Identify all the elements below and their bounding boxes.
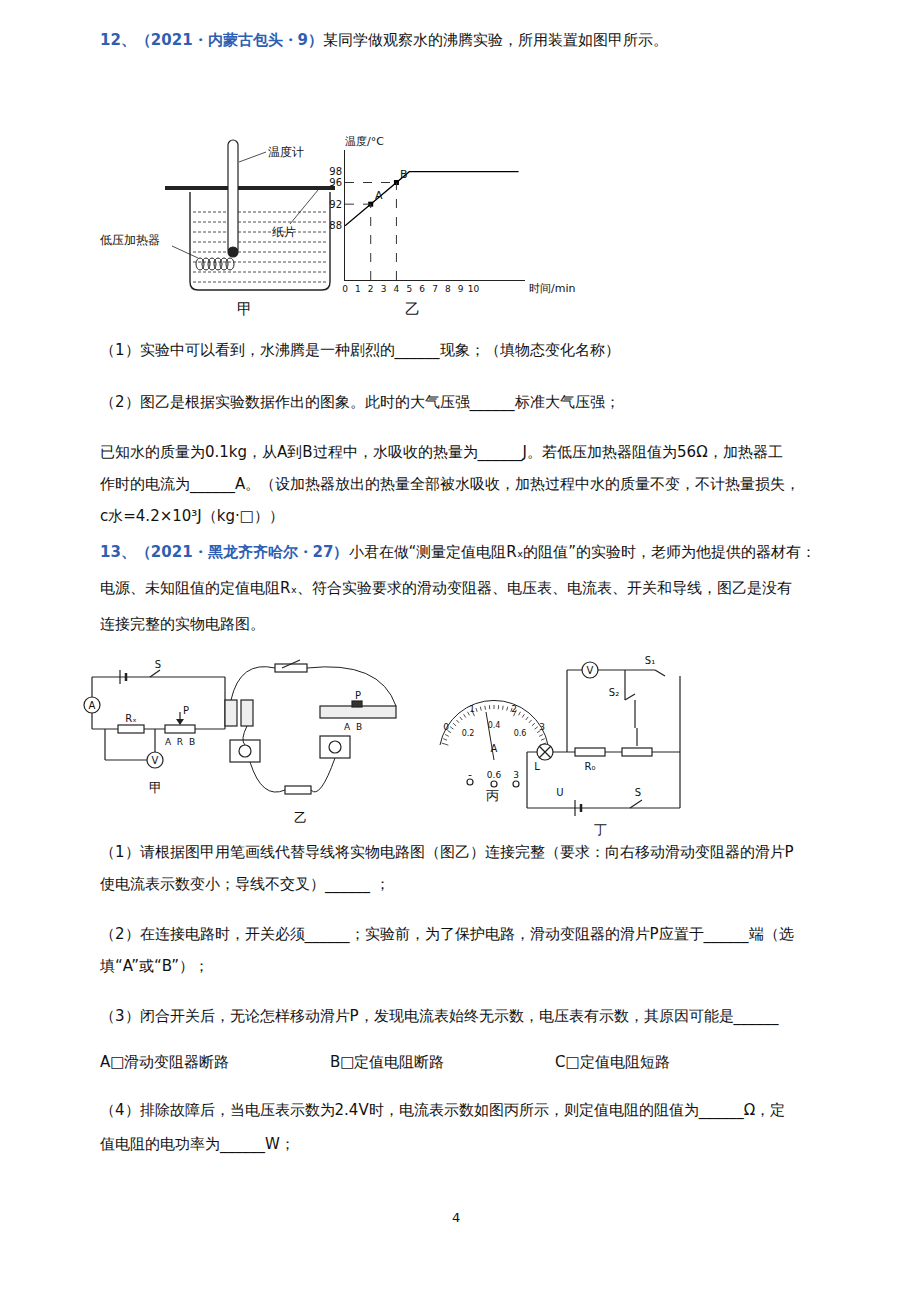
svg-text:P: P — [355, 690, 361, 701]
svg-text:0.6: 0.6 — [514, 729, 527, 738]
svg-text:6: 6 — [419, 284, 425, 294]
html-text:值电阻的电功率为______W；: 值电阻的电功率为______W； — [100, 1135, 295, 1153]
html-text:（2）图乙是根据实验数据作出的图象。此时的大气压强_____: （2）图乙是根据实验数据作出的图象。此时的大气压强______标准大气压强； — [100, 393, 620, 411]
svg-text:0.2: 0.2 — [462, 729, 475, 738]
svg-text:纸片: 纸片 — [272, 225, 296, 239]
svg-text:丁: 丁 — [594, 822, 607, 837]
html-text:B□定值电阻断路: B□定值电阻断路 — [330, 1053, 445, 1071]
svg-text:5: 5 — [406, 284, 412, 294]
html-text:连接完整的实物电路图。: 连接完整的实物电路图。 — [100, 615, 265, 633]
svg-text:B: B — [356, 722, 362, 732]
svg-text:9: 9 — [458, 284, 464, 294]
svg-text:甲: 甲 — [149, 780, 162, 795]
svg-text:U: U — [556, 787, 563, 798]
svg-text:S: S — [155, 659, 161, 670]
html-text:c水=4.2×10³J（kg·□））: c水=4.2×10³J（kg·□）） — [100, 507, 284, 525]
svg-text:甲: 甲 — [237, 300, 252, 318]
svg-text:92: 92 — [329, 199, 342, 210]
svg-text:V: V — [587, 665, 594, 676]
html-text:作时的电流为______A。（设加热器放出的热量全部被水吸收: 作时的电流为______A。（设加热器放出的热量全部被水吸收，加热过程中水的质量… — [100, 475, 801, 493]
svg-text:S: S — [635, 787, 641, 798]
svg-text:V: V — [152, 755, 159, 766]
svg-text:8: 8 — [445, 284, 451, 294]
svg-text:S₂: S₂ — [609, 687, 619, 698]
svg-text:丙: 丙 — [486, 788, 499, 803]
svg-text:88: 88 — [329, 220, 342, 231]
svg-text:B: B — [189, 737, 195, 747]
svg-text:0: 0 — [342, 284, 348, 294]
svg-text:1: 1 — [469, 704, 475, 714]
svg-text:96: 96 — [329, 177, 342, 188]
svg-text:A: A — [165, 737, 172, 747]
html-text:12、（2021・内蒙古包头・9）某同学做观察水的沸腾实验，: 12、（2021・内蒙古包头・9）某同学做观察水的沸腾实验，所用装置如图甲所示。 — [100, 31, 669, 49]
svg-text:3: 3 — [513, 770, 519, 780]
svg-text:3: 3 — [539, 722, 545, 732]
html-text:（4）排除故障后，当电压表示数为2.4V时，电流表示数如图丙: （4）排除故障后，当电压表示数为2.4V时，电流表示数如图丙所示，则定值电阻的阻… — [100, 1101, 786, 1119]
svg-text:Rₓ: Rₓ — [125, 713, 136, 724]
svg-text:A: A — [490, 743, 498, 754]
svg-text:0.6: 0.6 — [487, 770, 502, 780]
svg-text:2: 2 — [368, 284, 374, 294]
html-text:4: 4 — [452, 1210, 461, 1225]
svg-text:R: R — [177, 737, 183, 747]
svg-text:10: 10 — [468, 284, 480, 294]
svg-text:A: A — [375, 189, 383, 202]
html-text:（3）闭合开关后，无论怎样移动滑片P，发现电流表始终无示数，: （3）闭合开关后，无论怎样移动滑片P，发现电流表始终无示数，电压表有示数，其原因… — [100, 1007, 779, 1025]
svg-text:0: 0 — [443, 722, 449, 732]
svg-text:0.4: 0.4 — [488, 721, 501, 730]
svg-text:温度计: 温度计 — [268, 145, 304, 159]
svg-text:B: B — [400, 168, 408, 181]
html-text:电源、未知阻值的定值电阻Rₓ、符合实验要求的滑动变阻器、电压: 电源、未知阻值的定值电阻Rₓ、符合实验要求的滑动变阻器、电压表、电流表、开关和导… — [100, 579, 793, 597]
svg-text:3: 3 — [381, 284, 387, 294]
html-text:13、（2021・黑龙齐齐哈尔・27）小君在做“测量定值电阻: 13、（2021・黑龙齐齐哈尔・27）小君在做“测量定值电阻Rₓ的阻值”的实验时… — [100, 543, 817, 561]
svg-text:R₀: R₀ — [585, 761, 596, 772]
svg-text:L: L — [534, 761, 540, 772]
html-text:A□滑动变阻器断路: A□滑动变阻器断路 — [100, 1053, 230, 1071]
svg-text:时间/min: 时间/min — [529, 282, 575, 295]
svg-text:温度/°C: 温度/°C — [345, 135, 384, 148]
svg-text:低压加热器: 低压加热器 — [100, 233, 160, 247]
html-text:C□定值电阻短路: C□定值电阻短路 — [555, 1053, 670, 1071]
svg-text:98: 98 — [329, 166, 342, 177]
svg-text:1: 1 — [355, 284, 361, 294]
html-text:（2）在连接电路时，开关必须______；实验前，为了保护电: （2）在连接电路时，开关必须______；实验前，为了保护电路，滑动变阻器的滑片… — [100, 925, 794, 943]
svg-text:2: 2 — [511, 704, 517, 714]
html-text:（1）实验中可以看到，水沸腾是一种剧烈的______现象；（: （1）实验中可以看到，水沸腾是一种剧烈的______现象；（填物态变化名称） — [100, 341, 620, 359]
svg-text:4: 4 — [394, 284, 400, 294]
html-text:已知水的质量为0.1kg，从A到B过程中，水吸收的热量为__: 已知水的质量为0.1kg，从A到B过程中，水吸收的热量为______J。若低压加… — [100, 443, 783, 461]
html-text:（1）请根据图甲用笔画线代替导线将实物电路图（图乙）连接完整: （1）请根据图甲用笔画线代替导线将实物电路图（图乙）连接完整（要求：向右移动滑动… — [100, 843, 794, 861]
svg-text:P: P — [183, 705, 189, 716]
svg-text:7: 7 — [432, 284, 438, 294]
html-text:使电流表示数变小；导线不交叉）______ ；: 使电流表示数变小；导线不交叉）______ ； — [100, 875, 390, 893]
svg-text:A: A — [344, 722, 351, 732]
svg-text:乙: 乙 — [405, 300, 420, 318]
svg-text:S₁: S₁ — [645, 655, 655, 666]
html-text:填“A”或“B”）；: 填“A”或“B”）； — [100, 957, 209, 975]
svg-text:A: A — [89, 700, 96, 711]
svg-text:乙: 乙 — [294, 810, 307, 825]
